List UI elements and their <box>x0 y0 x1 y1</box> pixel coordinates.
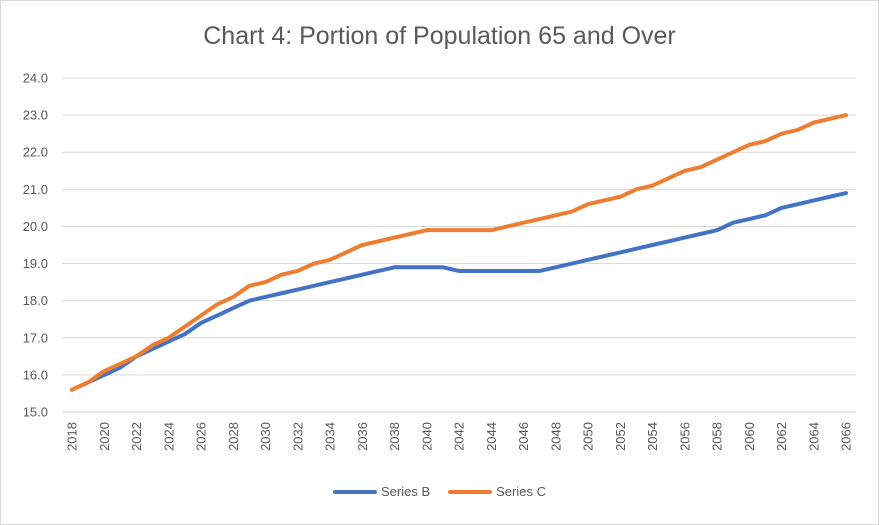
x-tick-label: 2032 <box>290 422 305 451</box>
x-tick-label: 2022 <box>129 422 144 451</box>
x-tick-label: 2048 <box>548 422 563 451</box>
y-tick-label: 23.0 <box>23 108 48 123</box>
y-tick-label: 18.0 <box>23 293 48 308</box>
y-tick-label: 19.0 <box>23 256 48 271</box>
chart-title: Chart 4: Portion of Population 65 and Ov… <box>203 22 676 50</box>
x-axis-ticks: 2018 2020 2022 2024 2026 2028 2030 2032 2034 2036… <box>65 422 854 451</box>
x-tick-label: 2062 <box>774 422 789 451</box>
x-tick-label: 2054 <box>645 422 660 451</box>
y-tick-label: 17.0 <box>23 330 48 345</box>
x-tick-label: 2056 <box>677 422 692 451</box>
y-tick-label: 22.0 <box>23 145 48 160</box>
series-line-series-b <box>70 191 848 392</box>
x-tick-label: 2030 <box>258 422 273 451</box>
x-tick-label: 2042 <box>452 422 467 451</box>
y-tick-label: 16.0 <box>23 367 48 382</box>
x-tick-label: 2024 <box>161 422 176 451</box>
x-tick-label: 2028 <box>226 422 241 451</box>
legend-label-series-c: Series C <box>496 484 546 499</box>
y-tick-label: 21.0 <box>23 182 48 197</box>
x-tick-label: 2034 <box>323 422 338 451</box>
legend-item-series-b: Series B <box>333 484 430 499</box>
x-tick-label: 2066 <box>839 422 854 451</box>
x-tick-label: 2046 <box>516 422 531 451</box>
x-tick-label: 2026 <box>194 422 209 451</box>
y-tick-label: 15.0 <box>23 405 48 420</box>
x-tick-label: 2050 <box>581 422 596 451</box>
x-tick-label: 2060 <box>742 422 757 451</box>
x-tick-label: 2064 <box>806 422 821 451</box>
x-tick-label: 2020 <box>97 422 112 451</box>
legend-label-series-b: Series B <box>381 484 431 499</box>
x-tick-label: 2058 <box>710 422 725 451</box>
y-tick-label: 24.0 <box>23 71 48 86</box>
x-tick-label: 2036 <box>355 422 370 451</box>
legend: Series B Series C <box>0 484 879 499</box>
x-tick-label: 2038 <box>387 422 402 451</box>
x-tick-label: 2018 <box>65 422 80 451</box>
x-tick-label: 2040 <box>419 422 434 451</box>
legend-swatch-series-b <box>333 489 377 494</box>
x-tick-label: 2044 <box>484 422 499 451</box>
x-tick-label: 2052 <box>613 422 628 451</box>
y-axis-ticks: 15.0 16.0 17.0 18.0 19.0 20.0 21.0 22.0 23.0 24.0 <box>23 71 48 420</box>
y-tick-label: 20.0 <box>23 219 48 234</box>
series-lines <box>70 113 848 392</box>
legend-swatch-series-c <box>448 489 493 494</box>
series-line-series-c <box>70 113 848 392</box>
legend-item-series-c: Series C <box>448 484 546 499</box>
gridlines <box>62 77 856 413</box>
